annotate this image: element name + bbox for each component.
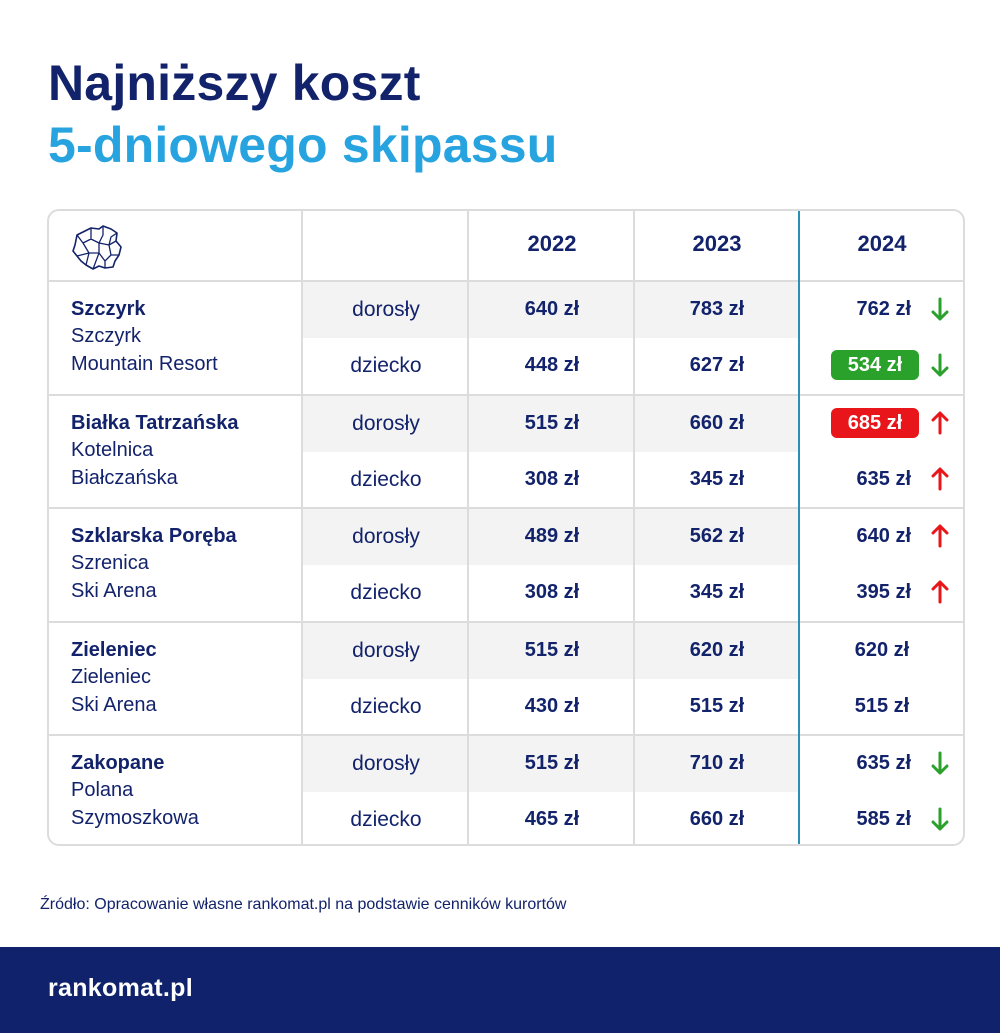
- year-header-2023: 2023: [692, 231, 742, 256]
- row-shade: [303, 622, 799, 679]
- resort-name: Zakopane: [71, 752, 165, 774]
- price-2023: 620 zł: [689, 638, 745, 661]
- category-label: dorosły: [352, 638, 420, 662]
- category-label: dorosły: [352, 752, 420, 775]
- column-divider: [301, 211, 303, 844]
- price-2022: 640 zł: [524, 298, 580, 320]
- price-2024: 620 zł: [854, 638, 910, 661]
- price-2022: 448 zł: [524, 354, 580, 376]
- arrow-down-icon: [931, 353, 949, 377]
- price-2024-badge: 534 zł: [831, 350, 919, 380]
- year-header-2022: 2022: [527, 231, 577, 256]
- price-2024: 515 zł: [854, 694, 910, 717]
- price-2023: 345 zł: [689, 581, 745, 603]
- source-note: Źródło: Opracowanie własne rankomat.pl n…: [40, 896, 567, 913]
- row-divider: [49, 280, 963, 282]
- category-label: dziecko: [350, 694, 422, 718]
- resort-location-line-1: Polana: [71, 779, 134, 801]
- resort-location-line-1: Szczyrk: [71, 325, 141, 347]
- price-2024: 635 zł: [856, 467, 911, 490]
- category-label: dziecko: [350, 581, 422, 604]
- resort-name: Białka Tatrzańska: [71, 411, 239, 434]
- price-2024-badge: 685 zł: [831, 407, 919, 438]
- footer-bar: rankomat.pl: [0, 947, 1000, 1033]
- price-2022: 465 zł: [524, 808, 580, 830]
- resort-location-line-2: Szymoszkowa: [71, 807, 199, 829]
- resort-location-line-1: Kotelnica: [71, 438, 154, 461]
- price-2022: 308 zł: [524, 581, 580, 603]
- arrow-up-icon: [931, 524, 949, 548]
- arrow-down-icon: [931, 807, 949, 831]
- arrow-up-icon: [931, 580, 949, 604]
- resort-location-line-2: Białczańska: [71, 466, 178, 489]
- price-2023: 515 zł: [689, 694, 745, 717]
- price-2022: 515 zł: [524, 638, 580, 661]
- arrow-down-icon: [931, 297, 949, 321]
- rankomat-logo: rankomat.pl: [48, 974, 193, 1002]
- row-divider: [49, 620, 963, 623]
- price-2023: 562 zł: [689, 525, 745, 547]
- title-line-2: 5-dniowego skipassu: [48, 117, 558, 173]
- resort-location-line-2: Ski Arena: [71, 693, 157, 716]
- arrow-down-icon: [931, 751, 949, 775]
- price-2023: 660 zł: [689, 808, 745, 830]
- price-2022: 489 zł: [524, 525, 580, 547]
- resort-location-line-2: Ski Arena: [71, 580, 157, 602]
- row-divider: [49, 507, 963, 509]
- price-2022: 308 zł: [524, 467, 580, 490]
- price-2024: 395 zł: [856, 581, 911, 603]
- row-divider: [49, 734, 963, 736]
- title-line-1: Najniższy koszt: [48, 55, 421, 111]
- price-2024: 640 zł: [856, 525, 911, 547]
- category-label: dorosły: [352, 411, 420, 435]
- price-2024: 762 zł: [856, 298, 911, 320]
- price-2022: 515 zł: [524, 752, 580, 774]
- resort-location-line-1: Szrenica: [71, 552, 149, 574]
- price-2022: 430 zł: [524, 694, 580, 717]
- arrow-up-icon: [931, 467, 949, 490]
- row-divider: [49, 393, 963, 396]
- category-label: dziecko: [350, 808, 422, 831]
- row-shade: [303, 282, 799, 338]
- price-table: 2022 2023 2024 Szczyrk Szczyrk Mountain Re…: [47, 209, 965, 846]
- row-shade: [303, 395, 799, 452]
- price-2023: 345 zł: [689, 467, 745, 490]
- row-shade: [303, 736, 799, 792]
- price-2023: 660 zł: [689, 411, 745, 434]
- price-2024: 585 zł: [856, 808, 911, 830]
- price-2023: 710 zł: [689, 752, 745, 774]
- price-2022: 515 zł: [524, 411, 580, 434]
- category-label: dziecko: [350, 354, 422, 377]
- column-divider: [633, 211, 635, 844]
- resort-location-line-1: Zieleniec: [71, 665, 152, 688]
- poland-map-icon: [72, 225, 122, 270]
- row-shade: [303, 509, 799, 565]
- price-2023: 783 zł: [689, 298, 745, 320]
- column-divider: [467, 211, 469, 844]
- category-label: dorosły: [352, 298, 420, 321]
- resort-name: Szczyrk: [71, 298, 146, 320]
- resort-name: Szklarska Poręba: [71, 525, 237, 547]
- resort-location-line-2: Mountain Resort: [71, 353, 218, 375]
- price-2024: 635 zł: [856, 752, 911, 774]
- category-label: dziecko: [350, 467, 422, 491]
- price-2023: 627 zł: [689, 354, 745, 376]
- arrow-up-icon: [931, 411, 949, 434]
- resort-name: Zieleniec: [71, 638, 157, 661]
- category-label: dorosły: [352, 525, 420, 548]
- year-header-2024: 2024: [857, 231, 907, 256]
